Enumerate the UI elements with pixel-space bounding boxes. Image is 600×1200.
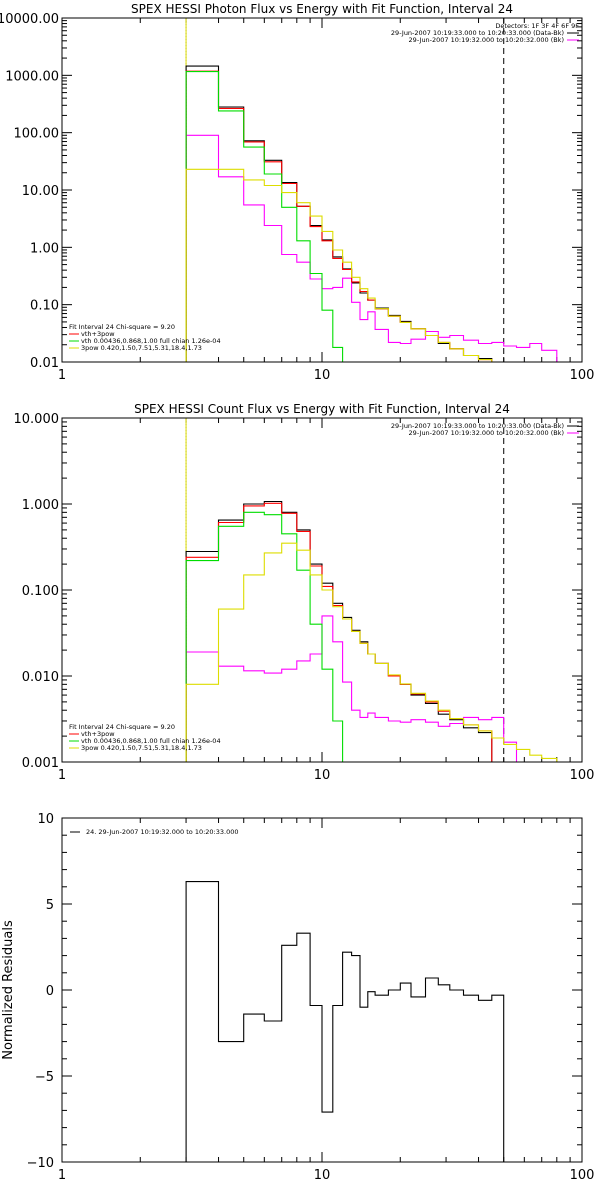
legend-header: Fit Interval 24 Chi-square = 9.20 — [69, 723, 175, 731]
series-4 — [185, 542, 558, 762]
series-4 — [185, 168, 493, 362]
plot-area — [185, 65, 558, 362]
chart-3: 1 10 100 −10 −5 0 5 10 Normalized Residuals 24. 2… — [1, 812, 595, 1183]
y-tick-label: 10 — [37, 812, 54, 827]
plot-area — [185, 881, 505, 1162]
y-tick-label: 10.00 — [22, 184, 59, 199]
legend-bottom: Fit Interval 24 Chi-square = 9.20vth+3po… — [69, 323, 221, 352]
y-tick-label: 1.00 — [30, 241, 59, 256]
y-tick-label: 10000.00 — [0, 12, 59, 27]
y-tick-label: 0.10 — [30, 299, 59, 314]
legend-label: 3pow 0.420,1.50,7.51,5.31,18.4,1.73 — [81, 344, 202, 352]
legend-label: 29-Jun-2007 10:19:33.000 to 10:20:33.000… — [391, 29, 564, 37]
y-tick-label: 1000.00 — [5, 69, 59, 84]
series-2 — [185, 70, 493, 362]
y-tick-label: 100.00 — [14, 127, 60, 142]
y-tick-label: 1.000 — [22, 498, 59, 513]
series-1 — [185, 615, 518, 762]
legend-label: vth+3pow — [81, 730, 115, 738]
x-tick-label: 10 — [314, 368, 331, 383]
legend-label: 29-Jun-2007 10:19:33.000 to 10:20:33.000… — [391, 422, 564, 430]
y-tick-label: 0.001 — [22, 756, 59, 771]
y-axis-label: Normalized Residuals — [1, 920, 16, 1060]
series-0 — [185, 500, 493, 762]
y-tick-label: 0.100 — [22, 584, 59, 599]
series-0 — [185, 65, 493, 362]
plot-frame — [61, 17, 583, 363]
plot-frame — [61, 417, 583, 763]
legend-top: 29-Jun-2007 10:19:33.000 to 10:20:33.000… — [391, 422, 579, 437]
plot-frame — [61, 817, 583, 1163]
x-tick-label: 100 — [570, 368, 595, 383]
x-tick-label: 10 — [314, 768, 331, 783]
chart-title: SPEX HESSI Photon Flux vs Energy with Fi… — [131, 2, 513, 16]
legend-label: vth 0.00436,0.868,1.00 full chian 1.26e-… — [81, 337, 221, 345]
legend-header: Detectors: 1F 3F 4F 6F 9F — [495, 22, 579, 30]
x-tick-label: 1 — [58, 768, 66, 783]
x-tick-label: 10 — [314, 1168, 331, 1183]
y-tick-label: −5 — [35, 1070, 54, 1085]
legend-label: 3pow 0.420,1.50,7.51,5.31,18.4,1.73 — [81, 744, 202, 752]
y-tick-label: 10.000 — [14, 412, 60, 427]
series-3 — [185, 71, 344, 362]
legend-bottom: Fit Interval 24 Chi-square = 9.20vth+3po… — [69, 723, 221, 752]
y-tick-label: 5 — [46, 898, 54, 913]
legend-top: 24. 29-Jun-2007 10:19:32.000 to 10:20:33… — [70, 828, 238, 836]
y-tick-label: −10 — [27, 1156, 54, 1171]
x-tick-label: 1 — [58, 1168, 66, 1183]
legend-label: vth+3pow — [81, 330, 115, 338]
series-3 — [185, 511, 344, 762]
chart-1: 1 10 100 0.01 0.10 1.00 10.00 100.00 1000.00 1000… — [0, 2, 595, 383]
legend-label: vth 0.00436,0.868,1.00 full chian 1.26e-… — [81, 737, 221, 745]
x-tick-label: 100 — [570, 768, 595, 783]
x-tick-label: 100 — [570, 1168, 595, 1183]
chart-2: 1 10 100 0.001 0.010 0.100 1.000 10.000 SPEX HES… — [14, 402, 595, 783]
series-0 — [185, 881, 505, 1162]
y-tick-label: 0.01 — [30, 356, 59, 371]
plot-area — [185, 500, 558, 762]
series-1 — [185, 134, 558, 362]
legend-label: 29-Jun-2007 10:19:32.000 to 10:20:32.000… — [409, 36, 564, 44]
chart-title: SPEX HESSI Count Flux vs Energy with Fit… — [134, 402, 510, 416]
x-tick-label: 1 — [58, 368, 66, 383]
legend-label: 29-Jun-2007 10:19:32.000 to 10:20:32.000… — [409, 429, 564, 437]
y-tick-label: 0.010 — [22, 670, 59, 685]
legend-header: Fit Interval 24 Chi-square = 9.20 — [69, 323, 175, 331]
legend-label: 24. 29-Jun-2007 10:19:32.000 to 10:20:33… — [86, 828, 238, 836]
y-tick-label: 0 — [46, 984, 54, 999]
